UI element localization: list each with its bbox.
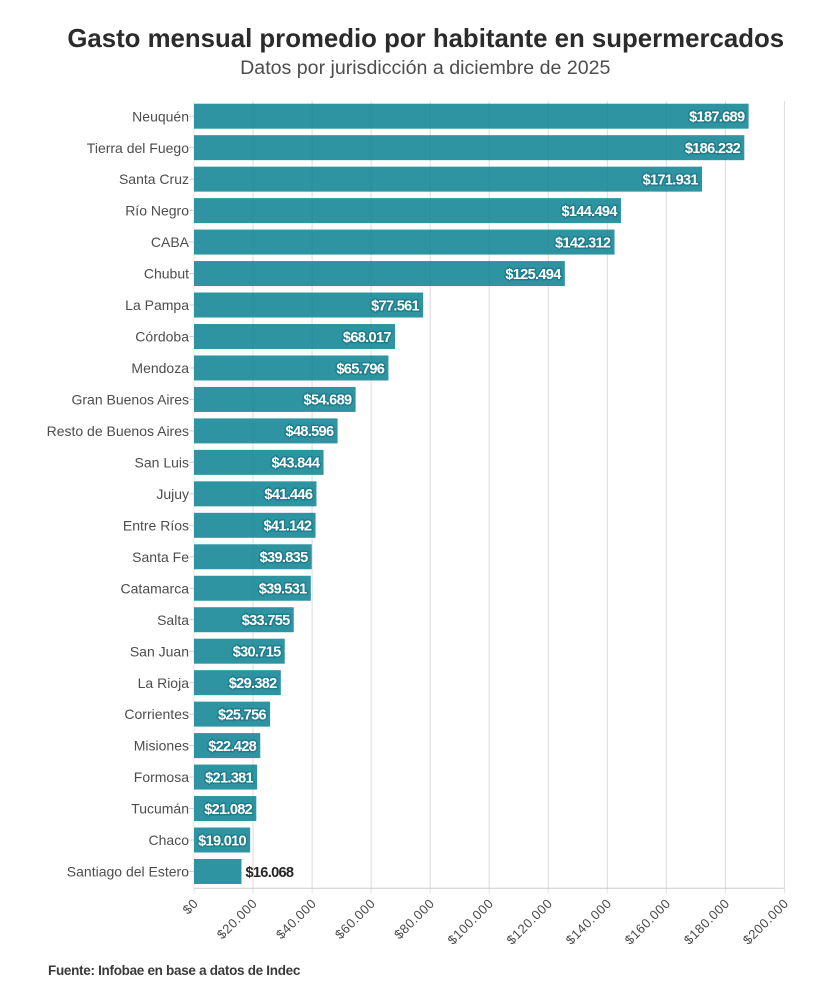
svg-text:Santa Cruz: Santa Cruz: [119, 171, 189, 187]
svg-text:$33.755: $33.755: [242, 613, 290, 629]
svg-text:$142.312: $142.312: [555, 235, 611, 251]
svg-text:$48.596: $48.596: [286, 424, 334, 440]
svg-text:$39.531: $39.531: [259, 582, 307, 598]
svg-text:San Luis: San Luis: [135, 454, 189, 470]
svg-text:San Juan: San Juan: [130, 643, 189, 659]
svg-text:$29.382: $29.382: [229, 676, 277, 692]
svg-text:$22.428: $22.428: [208, 739, 256, 755]
svg-text:$187.689: $187.689: [689, 110, 745, 126]
svg-text:Santa Fe: Santa Fe: [132, 549, 189, 565]
svg-text:Misiones: Misiones: [134, 738, 189, 754]
svg-text:Tierra del Fuego: Tierra del Fuego: [87, 140, 189, 156]
svg-text:Gasto mensual promedio por hab: Gasto mensual promedio por habitante en …: [67, 25, 784, 53]
svg-text:$30.715: $30.715: [233, 644, 281, 660]
svg-text:$171.931: $171.931: [643, 172, 699, 188]
svg-text:$186.232: $186.232: [685, 141, 741, 157]
svg-text:$77.561: $77.561: [371, 298, 419, 314]
svg-text:$41.142: $41.142: [264, 519, 312, 535]
svg-text:$21.381: $21.381: [205, 770, 253, 786]
svg-text:Chubut: Chubut: [144, 266, 189, 282]
svg-text:Santiago del Estero: Santiago del Estero: [67, 864, 189, 880]
svg-text:$21.082: $21.082: [204, 802, 252, 818]
svg-text:Neuquén: Neuquén: [132, 108, 189, 124]
svg-text:Corrientes: Corrientes: [124, 706, 189, 722]
svg-text:$16.068: $16.068: [245, 865, 293, 881]
svg-text:$68.017: $68.017: [343, 330, 391, 346]
svg-text:Salta: Salta: [157, 612, 189, 628]
svg-text:Córdoba: Córdoba: [135, 329, 189, 345]
svg-text:CABA: CABA: [151, 234, 190, 250]
svg-text:Río Negro: Río Negro: [125, 203, 189, 219]
svg-text:$125.494: $125.494: [505, 267, 562, 283]
svg-text:Resto de Buenos Aires: Resto de Buenos Aires: [47, 423, 189, 439]
svg-text:Tucumán: Tucumán: [131, 801, 189, 817]
svg-text:$144.494: $144.494: [561, 204, 618, 220]
svg-text:$65.796: $65.796: [336, 361, 384, 377]
svg-text:La Pampa: La Pampa: [125, 297, 189, 313]
svg-text:Formosa: Formosa: [134, 769, 189, 785]
svg-text:La Rioja: La Rioja: [138, 675, 190, 691]
svg-text:$43.844: $43.844: [272, 456, 321, 472]
svg-text:Gran Buenos Aires: Gran Buenos Aires: [71, 392, 189, 408]
svg-text:Jujuy: Jujuy: [156, 486, 189, 502]
svg-text:Catamarca: Catamarca: [121, 580, 190, 596]
svg-text:$25.756: $25.756: [218, 707, 266, 723]
svg-text:Mendoza: Mendoza: [131, 360, 189, 376]
svg-text:Chaco: Chaco: [149, 832, 190, 848]
svg-text:Entre Ríos: Entre Ríos: [123, 517, 189, 533]
svg-text:$19.010: $19.010: [198, 833, 246, 849]
svg-text:Datos por jurisdicción a dicie: Datos por jurisdicción a diciembre de 20…: [240, 57, 610, 79]
svg-text:$54.689: $54.689: [304, 393, 352, 409]
svg-text:$39.835: $39.835: [260, 550, 308, 566]
svg-text:Fuente: Infobae en base a dato: Fuente: Infobae en base a datos de Indec: [48, 963, 301, 978]
svg-text:$41.446: $41.446: [264, 487, 312, 503]
